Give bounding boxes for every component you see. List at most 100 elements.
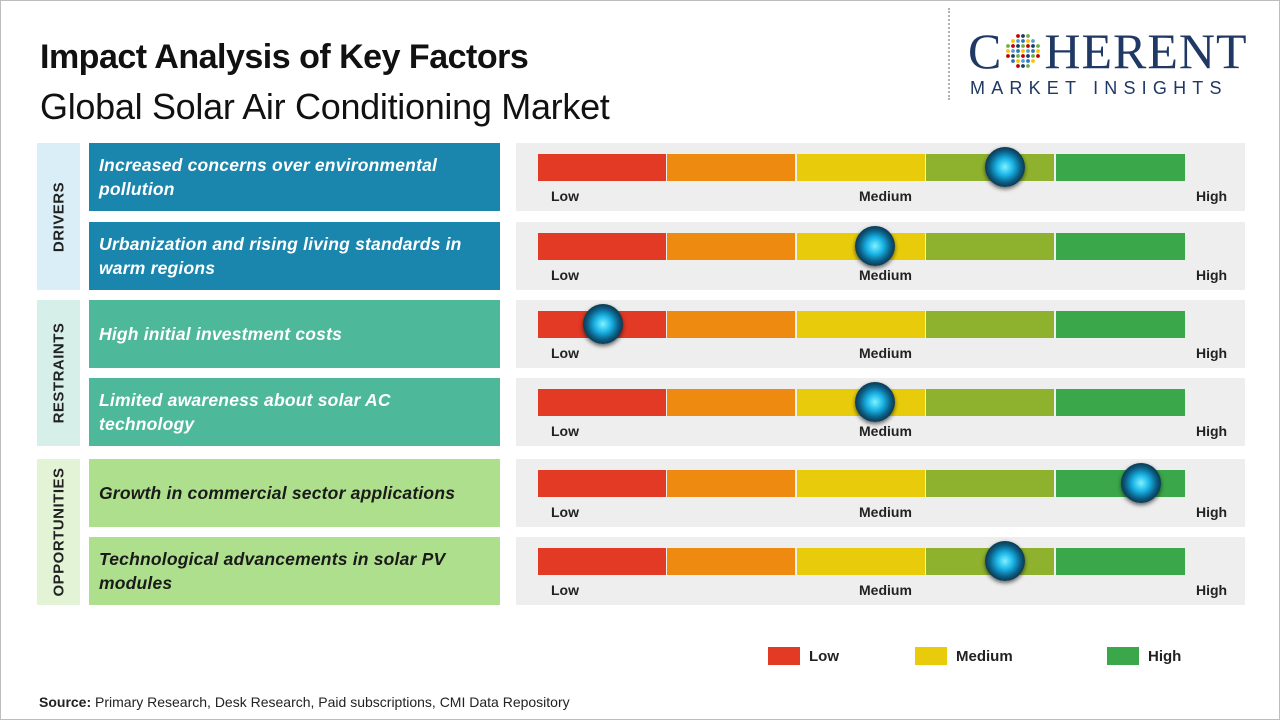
legend-label: Medium — [956, 648, 1013, 665]
category-label: RESTRAINTS — [50, 322, 67, 424]
globe-dot — [1021, 64, 1026, 68]
gauge-segment — [1056, 470, 1185, 497]
scale-label-low: Low — [551, 345, 579, 361]
factor-text: Limited awareness about solar AC technol… — [99, 390, 391, 434]
legend-swatch — [768, 647, 800, 665]
logo-text-rest: HERENT — [1044, 23, 1248, 79]
gauge-segment — [926, 470, 1054, 497]
gauge-segment — [797, 548, 925, 575]
gauge-segment — [667, 548, 795, 575]
impact-indicator-knob — [984, 147, 1025, 187]
gauge-segment — [667, 154, 795, 181]
impact-gauge: Low Medium High — [516, 537, 1245, 605]
factor-box: Limited awareness about solar AC technol… — [89, 378, 500, 446]
gauge-segment — [926, 389, 1054, 416]
impact-gauge: Low Medium High — [516, 300, 1245, 368]
globe-dot — [1011, 39, 1016, 43]
impact-indicator-knob — [854, 226, 895, 266]
factor-box: Technological advancements in solar PV m… — [89, 537, 500, 605]
category-band-restraints: RESTRAINTS — [37, 300, 80, 446]
factor-text: Technological advancements in solar PV m… — [99, 549, 446, 593]
globe-dot — [1021, 44, 1026, 48]
gauge-segment — [538, 389, 666, 416]
globe-dot — [1011, 49, 1016, 53]
page-title: Impact Analysis of Key Factors — [40, 38, 529, 76]
scale-label-high: High — [1196, 188, 1228, 204]
gauge-segment — [926, 233, 1054, 260]
factor-box: Urbanization and rising living standards… — [89, 222, 500, 290]
globe-dot — [1031, 49, 1036, 53]
globe-dot — [1021, 34, 1026, 38]
globe-dot — [1026, 39, 1031, 43]
globe-dot — [1026, 54, 1031, 58]
scale-label-low: Low — [551, 267, 579, 283]
gauge-segment — [667, 311, 795, 338]
impact-gauge: Low Medium High — [516, 222, 1245, 290]
gauge-segment — [926, 311, 1054, 338]
impact-indicator-knob — [582, 304, 623, 344]
scale-label-high: High — [1196, 504, 1228, 520]
category-label: OPPORTUNITIES — [50, 467, 67, 597]
globe-dot — [1006, 49, 1011, 53]
logo-letter-c: C — [968, 23, 1003, 79]
globe-dot — [1036, 49, 1041, 53]
globe-dot — [1026, 34, 1031, 38]
category-band-drivers: DRIVERS — [37, 143, 80, 290]
globe-dot — [1031, 59, 1036, 63]
globe-dot — [1021, 49, 1026, 53]
logo-divider — [948, 8, 950, 100]
globe-dot — [1011, 54, 1016, 58]
globe-dot — [1006, 54, 1011, 58]
gauge-segment — [667, 233, 795, 260]
globe-dot — [1006, 44, 1011, 48]
globe-dot — [1026, 59, 1031, 63]
factor-box: Growth in commercial sector applications — [89, 459, 500, 527]
impact-indicator-knob — [1120, 463, 1161, 503]
globe-dot — [1026, 44, 1031, 48]
scale-label-medium: Medium — [859, 423, 912, 439]
category-label: DRIVERS — [50, 181, 67, 252]
impact-gauge: Low Medium High — [516, 459, 1245, 527]
factor-text: Increased concerns over environmental po… — [99, 155, 438, 199]
globe-dot — [1011, 44, 1016, 48]
globe-dot — [1031, 44, 1036, 48]
page-subtitle: Global Solar Air Conditioning Market — [40, 86, 610, 127]
scale-label-high: High — [1196, 267, 1228, 283]
globe-dot — [1016, 34, 1021, 38]
gauge-segment — [538, 470, 666, 497]
legend-label: High — [1148, 648, 1182, 665]
scale-label-medium: Medium — [859, 582, 912, 598]
globe-dot — [1016, 49, 1021, 53]
globe-dot — [1016, 64, 1021, 68]
legend-swatch — [1107, 647, 1139, 665]
scale-label-medium: Medium — [859, 345, 912, 361]
globe-dot — [1021, 59, 1026, 63]
category-band-opportunities: OPPORTUNITIES — [37, 459, 80, 605]
scale-label-low: Low — [551, 188, 579, 204]
legend-label: Low — [809, 648, 839, 665]
globe-dot — [1021, 39, 1026, 43]
globe-dots-icon — [1006, 34, 1041, 68]
globe-dot — [1036, 54, 1041, 58]
gauge-segment — [538, 548, 666, 575]
globe-dot — [1016, 59, 1021, 63]
gauge-segment — [1056, 233, 1185, 260]
gauge-segment — [1056, 389, 1185, 416]
scale-label-high: High — [1196, 423, 1228, 439]
source-text: Primary Research, Desk Research, Paid su… — [91, 694, 570, 710]
globe-dot — [1026, 49, 1031, 53]
globe-dot — [1031, 39, 1036, 43]
globe-dot — [1026, 64, 1031, 68]
source-label: Source: — [39, 694, 92, 710]
gauge-segment — [1056, 548, 1185, 575]
impact-gauge: Low Medium High — [516, 143, 1245, 211]
impact-indicator-knob — [984, 541, 1025, 581]
scale-label-medium: Medium — [859, 504, 912, 520]
globe-dot — [1016, 44, 1021, 48]
gauge-segment — [797, 470, 925, 497]
impact-gauge: Low Medium High — [516, 378, 1245, 446]
gauge-segment — [1056, 154, 1185, 181]
globe-dot — [1021, 54, 1026, 58]
gauge-segment — [538, 154, 666, 181]
impact-indicator-knob — [854, 382, 895, 422]
